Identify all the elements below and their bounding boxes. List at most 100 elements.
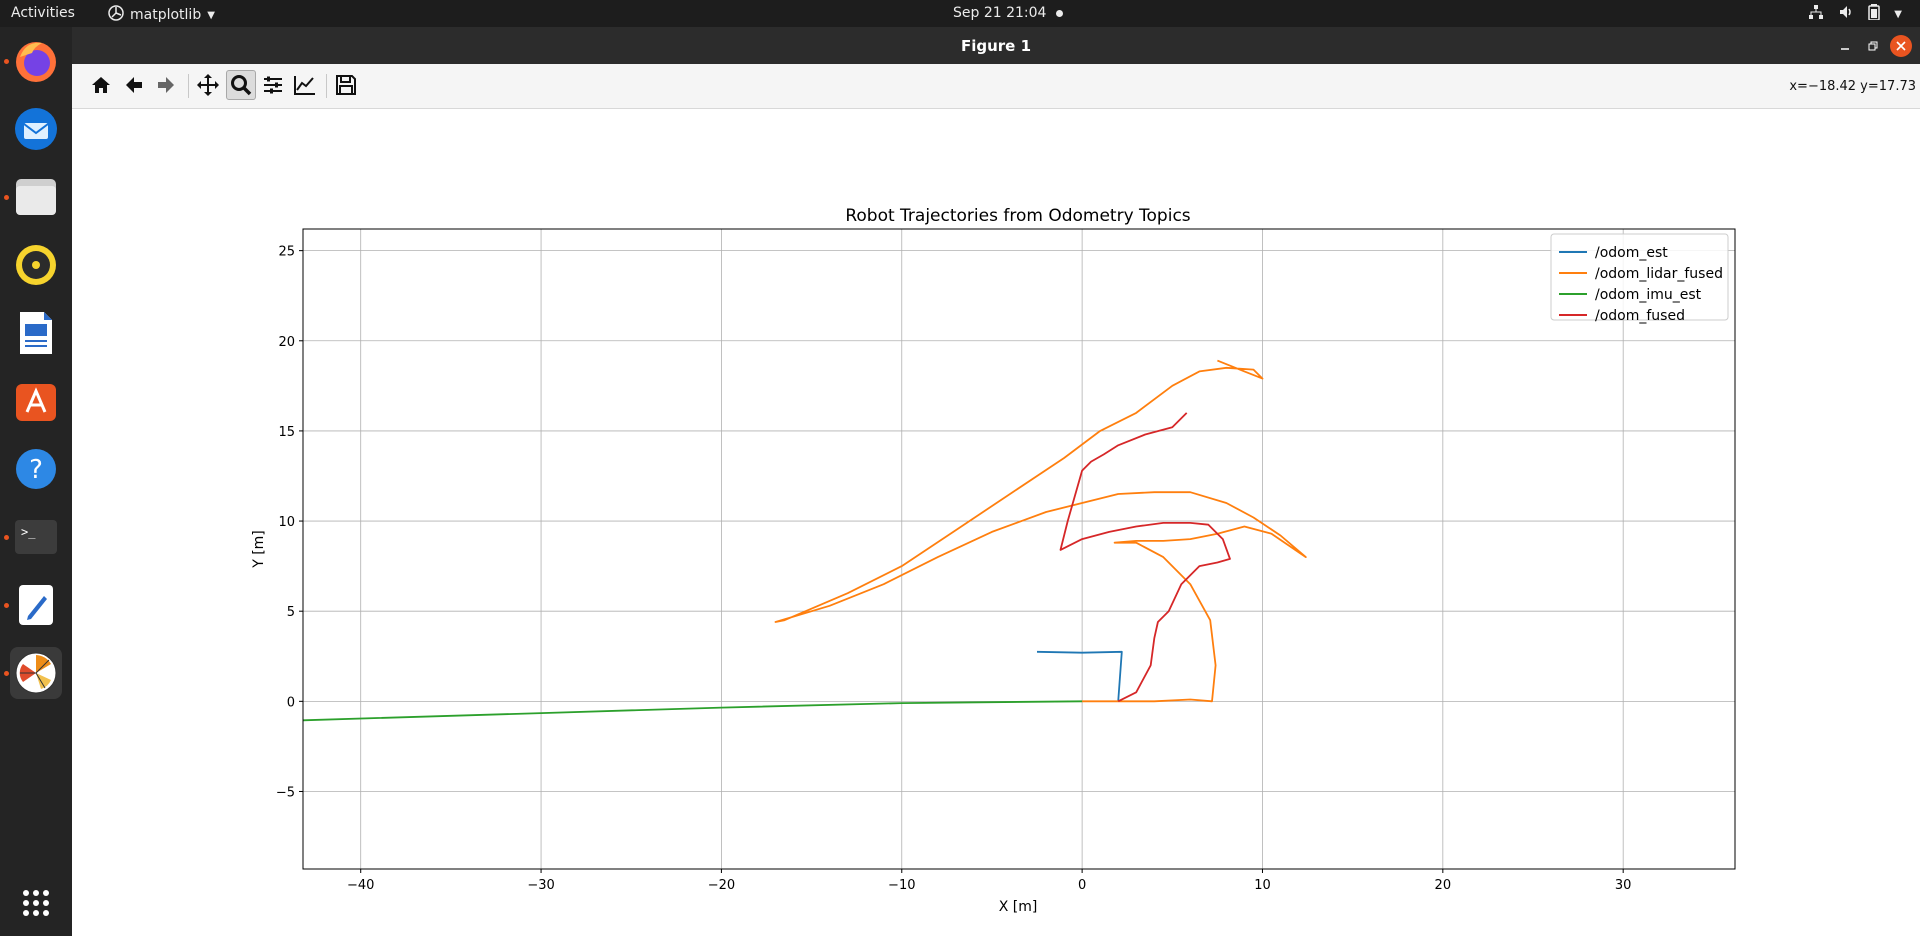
legend-label: /odom_est [1595, 245, 1668, 261]
y-tick-label: 10 [278, 515, 295, 530]
customize-icon [294, 76, 315, 95]
legend-label: /odom_fused [1595, 308, 1685, 324]
toolbar-separator [188, 74, 189, 98]
volume-icon [1838, 4, 1854, 24]
forward-button[interactable] [151, 70, 181, 100]
legend-box [1550, 233, 1729, 321]
toolbar-separator [326, 74, 327, 98]
customize-button[interactable] [290, 70, 320, 100]
text-editor-icon [19, 585, 53, 625]
top-bar: Activities matplotlib ▼ Sep 21 21:04 ▼ [0, 0, 1920, 27]
dock: ? >_ [0, 27, 72, 936]
app-grid-icon [23, 890, 49, 916]
legend-label: /odom_imu_est [1595, 287, 1702, 303]
system-tray[interactable]: ▼ [1808, 4, 1902, 24]
svg-text:>_: >_ [21, 525, 36, 539]
dock-app-center[interactable] [10, 375, 62, 427]
window-title: Figure 1 [960, 37, 1032, 55]
dock-writer[interactable] [10, 307, 62, 359]
chevron-down-icon: ▼ [1894, 8, 1902, 20]
minimize-button[interactable] [1834, 35, 1856, 57]
navigation-toolbar: x=−18.42 y=17.73 [72, 64, 1920, 109]
notification-dot-icon [1056, 9, 1064, 17]
subplots-button[interactable] [258, 70, 288, 100]
help-icon: ? [16, 449, 56, 489]
maximize-button[interactable] [1862, 35, 1884, 57]
x-tick-label: 0 [1078, 878, 1086, 893]
libreoffice-writer-icon [20, 312, 52, 354]
figure-canvas[interactable]: Robot Trajectories from Odometry Topics … [72, 109, 1920, 936]
x-tick-label: 30 [1615, 878, 1632, 893]
zoom-button[interactable] [226, 70, 256, 100]
running-indicator [4, 671, 9, 676]
back-icon [126, 77, 142, 93]
zoom-icon [231, 75, 252, 96]
matplotlib-icon [108, 5, 124, 25]
dock-files[interactable] [4, 171, 62, 223]
running-indicator [4, 59, 9, 64]
activities-button[interactable]: Activities [11, 5, 75, 21]
save-button[interactable] [331, 70, 361, 100]
y-tick-label: 25 [278, 245, 295, 260]
dock-terminal[interactable]: >_ [4, 511, 62, 563]
y-tick-label: 20 [278, 335, 295, 350]
series-line-odom-imu-est [302, 700, 1083, 722]
x-tick-label: 10 [1254, 878, 1271, 893]
dock-firefox[interactable] [4, 35, 62, 87]
rhythmbox-icon [16, 245, 56, 285]
save-icon [336, 75, 356, 95]
cursor-coordinates: x=−18.42 y=17.73 [1789, 79, 1916, 94]
close-icon [1896, 41, 1906, 51]
x-tick-label: −20 [708, 878, 735, 893]
close-button[interactable] [1890, 35, 1912, 57]
series-layer [302, 359, 1307, 722]
app-menu[interactable]: matplotlib ▼ [108, 5, 215, 25]
pan-icon [197, 74, 219, 96]
clock[interactable]: Sep 21 21:04 [953, 5, 1064, 21]
home-icon [92, 77, 110, 93]
chart-title: Robot Trajectories from Odometry Topics [845, 206, 1190, 226]
x-axis-label: X [m] [999, 899, 1038, 915]
terminal-icon: >_ [15, 520, 57, 554]
chevron-down-icon: ▼ [207, 9, 215, 21]
home-button[interactable] [86, 70, 116, 100]
x-tick-label: −30 [527, 878, 554, 893]
minimize-icon [1841, 48, 1849, 50]
matplotlib-icon [15, 652, 57, 694]
running-indicator [4, 195, 9, 200]
network-icon [1808, 4, 1824, 24]
pan-button[interactable] [193, 70, 223, 100]
series-line-odom-lidar-fused [774, 359, 1307, 703]
y-tick-label: 15 [278, 425, 295, 440]
datetime-label: Sep 21 21:04 [953, 5, 1047, 21]
app-center-icon [16, 384, 56, 421]
y-tick-label: 0 [287, 695, 295, 710]
axis-ticks: −40 −30 −20 −10 0 10 20 30 −5 0 5 10 15 20 25 [276, 245, 1632, 893]
dock-thunderbird[interactable] [10, 103, 62, 155]
dock-rhythmbox[interactable] [10, 239, 62, 291]
running-indicator [4, 535, 9, 540]
legend-label: /odom_lidar_fused [1595, 266, 1723, 282]
dock-matplotlib[interactable] [4, 647, 62, 699]
subplots-icon [264, 76, 282, 94]
y-tick-label: −5 [276, 785, 295, 800]
figure-background [72, 109, 1920, 936]
show-apps-button[interactable] [10, 877, 62, 929]
back-button[interactable] [119, 70, 149, 100]
series-line-odom-fused [1059, 412, 1231, 703]
dock-text-editor[interactable] [4, 579, 62, 631]
window-titlebar[interactable]: Figure 1 [72, 27, 1920, 64]
app-menu-label: matplotlib [130, 7, 202, 23]
y-axis-label: Y [m] [251, 530, 267, 569]
svg-text:?: ? [29, 455, 43, 485]
thunderbird-icon [15, 108, 57, 150]
grid [303, 229, 1735, 869]
files-icon [16, 179, 56, 215]
x-tick-label: −40 [347, 878, 374, 893]
dock-help[interactable]: ? [10, 443, 62, 495]
axes-frame [302, 228, 1736, 870]
firefox-icon [16, 42, 56, 82]
running-indicator [4, 603, 9, 608]
series-line-odom-est [1036, 650, 1123, 702]
y-tick-label: 5 [287, 605, 295, 620]
